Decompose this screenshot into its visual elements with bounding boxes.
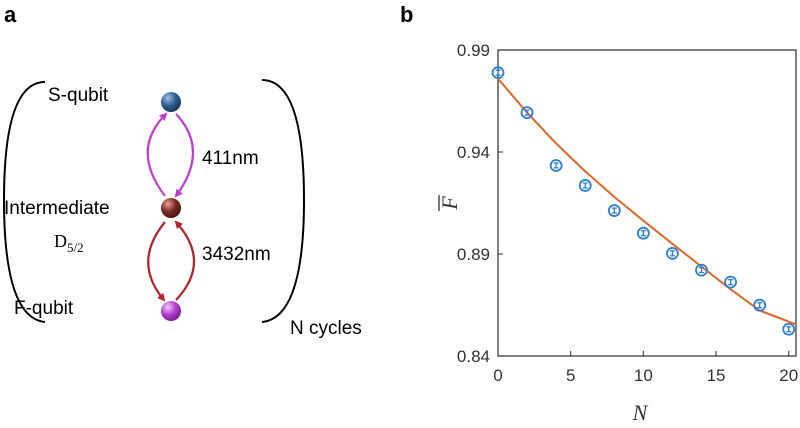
data-point: [724, 275, 737, 289]
data-point: [491, 66, 505, 80]
x-axis: 0 5 10 15 20: [493, 351, 798, 385]
data-point: [636, 226, 650, 240]
y-axis-title: F: [437, 196, 462, 211]
intermediate-ball: [161, 198, 181, 218]
level-label: D5/2: [54, 231, 84, 255]
level-subscript: 5/2: [67, 240, 84, 255]
panel-label-a: a: [4, 2, 17, 27]
y-tick-label: 0.94: [457, 143, 490, 162]
fit-curve: [497, 77, 797, 326]
x-axis-title: N: [632, 400, 649, 425]
fit-line: [497, 77, 797, 326]
n-cycles-label: N cycles: [290, 318, 362, 339]
wavelength-411-label: 411nm: [202, 148, 259, 169]
level-base: D: [54, 231, 67, 251]
y-tick-label: 0.99: [457, 41, 490, 60]
x-tick-label: 0: [493, 366, 502, 385]
left-bracket: [2, 81, 46, 323]
data-point: [520, 106, 534, 120]
data-point: [753, 298, 767, 312]
panel-label-b: b: [400, 2, 413, 27]
y-tick-label: 0.89: [457, 245, 490, 264]
s-qubit-label: S-qubit: [48, 85, 109, 106]
y-axis: 0.84 0.89 0.94 0.99: [457, 41, 503, 366]
right-bracket: [261, 79, 306, 323]
f-qubit-ball: [161, 301, 181, 321]
s-qubit-ball: [161, 92, 181, 112]
f-qubit-label: F-qubit: [14, 298, 74, 319]
data-point: [549, 159, 563, 172]
arrow-down-411: [174, 113, 195, 198]
plot-frame: [497, 49, 797, 357]
data-point: [607, 204, 621, 217]
arrow-down-3432: [147, 221, 166, 302]
data-point: [695, 263, 708, 277]
data-point: [782, 322, 796, 336]
data-points: [491, 66, 796, 336]
x-tick-label: 20: [779, 366, 798, 385]
x-tick-label: 15: [707, 366, 726, 385]
intermediate-label: Intermediate: [4, 198, 110, 219]
y-axis-title-group: F: [437, 195, 462, 211]
arrow-up-411: [146, 112, 168, 197]
x-tick-label: 10: [634, 366, 653, 385]
x-tick-label: 5: [566, 366, 575, 385]
data-point: [666, 246, 679, 260]
wavelength-3432-label: 3432nm: [202, 244, 271, 265]
arrow-up-3432: [174, 220, 196, 301]
fidelity-chart: 0.84 0.89 0.94 0.99 0 5 10 15 20 N F: [437, 41, 798, 425]
y-tick-label: 0.84: [457, 347, 490, 366]
data-point: [578, 179, 592, 192]
